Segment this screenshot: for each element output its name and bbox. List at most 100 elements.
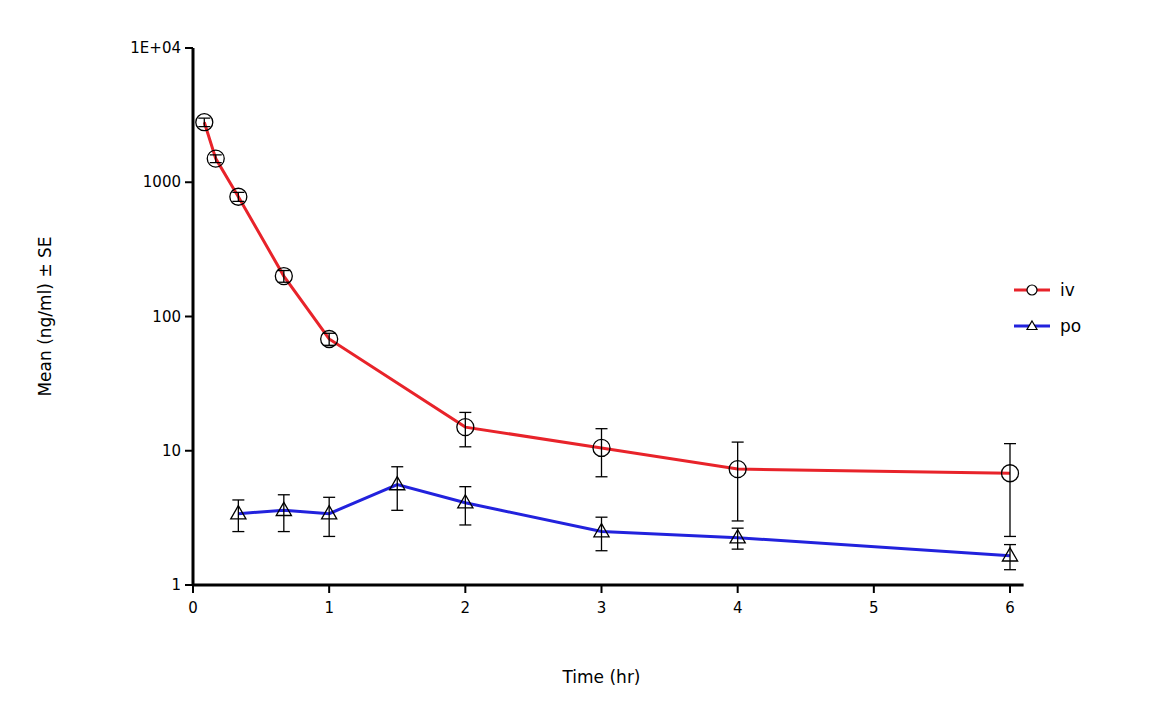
y-tick — [185, 47, 193, 49]
legend: iv po — [1014, 280, 1081, 336]
error-bar-stem — [215, 155, 216, 163]
error-bar-cap — [323, 497, 335, 498]
error-bar — [278, 495, 290, 532]
error-bar-stem — [238, 192, 239, 201]
data-point — [196, 114, 213, 131]
error-bar-cap — [391, 510, 403, 511]
y-tick — [185, 450, 193, 452]
data-point — [458, 495, 473, 508]
data-point — [390, 477, 405, 490]
x-tick-label: 4 — [733, 599, 743, 617]
error-bar-stem — [283, 495, 284, 532]
y-tick-label: 1E+04 — [130, 39, 181, 57]
error-bar-cap — [459, 524, 471, 525]
error-bar-cap — [278, 494, 290, 495]
error-bar-cap — [596, 428, 608, 429]
error-bar-cap — [391, 466, 403, 467]
error-bar-cap — [232, 192, 244, 193]
error-bar-stem — [737, 442, 738, 521]
data-point — [207, 150, 224, 167]
error-bar-cap — [732, 441, 744, 442]
legend-marker — [1027, 285, 1037, 295]
error-bar-cap — [459, 446, 471, 447]
data-point — [1002, 465, 1019, 482]
y-tick — [185, 316, 193, 318]
x-tick-label: 5 — [869, 599, 879, 617]
x-tick — [873, 585, 875, 593]
error-bar — [732, 442, 744, 521]
error-bar-cap — [459, 486, 471, 487]
error-bar-stem — [601, 429, 602, 477]
x-tick-label: 2 — [461, 599, 471, 617]
x-tick — [192, 585, 194, 593]
data-point — [729, 461, 746, 478]
error-bar-cap — [198, 126, 210, 127]
plot-area — [196, 114, 1019, 570]
x-tick — [1009, 585, 1011, 593]
data-point — [276, 502, 291, 515]
x-axis — [193, 584, 1024, 587]
error-bar-cap — [459, 412, 471, 413]
x-tick — [464, 585, 466, 593]
data-point — [230, 188, 247, 205]
error-bar — [391, 467, 403, 511]
error-bar-cap — [232, 201, 244, 202]
series-po — [231, 467, 1018, 570]
error-bar — [198, 118, 210, 126]
error-bar-stem — [329, 333, 330, 345]
data-point — [593, 439, 610, 456]
series-line — [204, 122, 1010, 473]
chart: 11010010001E+040123456Time (hr)Mean (ng/… — [0, 0, 1159, 707]
x-axis-label: Time (hr) — [561, 667, 640, 687]
error-bar-stem — [397, 467, 398, 511]
error-bar-cap — [232, 499, 244, 500]
error-bar — [278, 271, 290, 283]
x-tick — [601, 585, 603, 593]
error-bar — [596, 517, 608, 551]
error-bar-cap — [732, 520, 744, 521]
legend-label: iv — [1060, 280, 1075, 300]
y-axis-label: Mean (ng/ml) ± SE — [35, 236, 55, 396]
error-bar-stem — [329, 497, 330, 536]
error-bar-cap — [1004, 544, 1016, 545]
error-bar — [323, 497, 335, 536]
x-tick — [328, 585, 330, 593]
y-tick-label: 1000 — [143, 173, 181, 191]
error-bar — [732, 528, 744, 549]
error-bar-cap — [596, 476, 608, 477]
data-point — [594, 524, 609, 537]
series-iv — [196, 114, 1019, 537]
error-bar-cap — [278, 531, 290, 532]
data-point — [1002, 548, 1017, 561]
error-bar-stem — [1009, 444, 1010, 537]
error-bar-cap — [596, 550, 608, 551]
error-bar — [210, 155, 222, 163]
error-bar-cap — [732, 548, 744, 549]
error-bar — [1004, 444, 1016, 537]
y-tick — [185, 584, 193, 586]
data-point — [457, 419, 474, 436]
error-bar-cap — [323, 536, 335, 537]
error-bar — [596, 429, 608, 477]
x-tick-label: 1 — [324, 599, 334, 617]
x-tick — [737, 585, 739, 593]
error-bar-cap — [210, 162, 222, 163]
series-line — [238, 485, 1010, 556]
error-bar-cap — [1004, 443, 1016, 444]
data-point — [322, 506, 337, 519]
y-tick-label: 10 — [162, 442, 181, 460]
error-bar — [459, 487, 471, 525]
error-bar-stem — [601, 517, 602, 551]
data-point — [321, 330, 338, 347]
x-tick-label: 3 — [597, 599, 607, 617]
error-bar-stem — [465, 412, 466, 446]
error-bar-cap — [278, 270, 290, 271]
error-bar — [323, 333, 335, 345]
error-bar-stem — [465, 487, 466, 525]
error-bar-cap — [1004, 536, 1016, 537]
legend-label: po — [1060, 316, 1081, 336]
error-bar-stem — [204, 118, 205, 126]
x-tick-label: 0 — [188, 599, 198, 617]
legend-marker — [1027, 321, 1037, 330]
error-bar-stem — [283, 271, 284, 283]
